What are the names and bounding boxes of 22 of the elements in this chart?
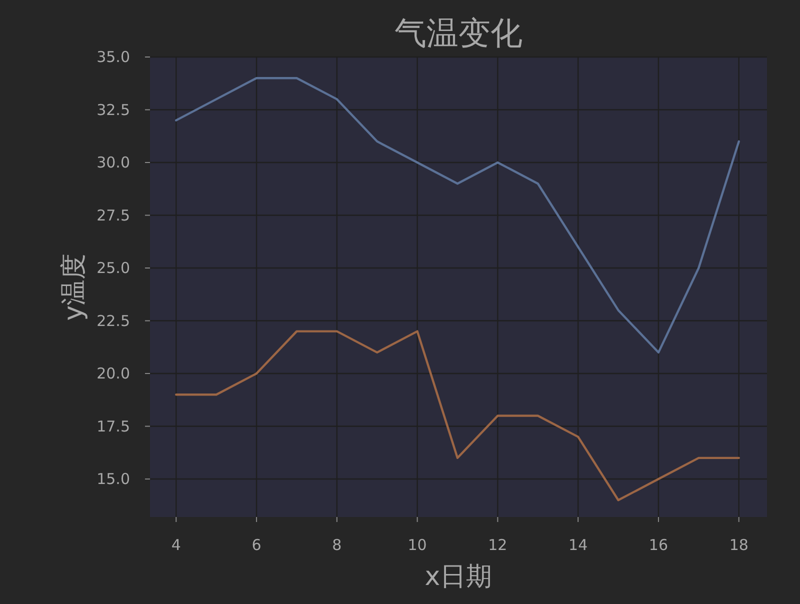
y-axis-title: y温度: [59, 253, 89, 321]
x-axis-title: x日期: [424, 562, 492, 592]
y-tick-label: 25.0: [96, 259, 130, 278]
y-tick-label: 27.5: [96, 206, 130, 224]
x-tick-label: 8: [332, 536, 342, 554]
y-tick-label: 30.0: [96, 154, 130, 172]
x-tick-label: 14: [568, 536, 588, 554]
y-tick-label: 20.0: [96, 364, 130, 383]
y-tick-label: 17.5: [96, 417, 130, 436]
x-tick-label: 16: [648, 536, 668, 554]
y-tick-label: 22.5: [96, 312, 130, 330]
line-series: [175, 77, 740, 354]
x-tick-label: 18: [729, 536, 748, 554]
y-tick-label: 32.5: [96, 100, 130, 119]
y-tick-label: 15.0: [96, 470, 130, 488]
chart-title: 气温变化: [394, 14, 522, 52]
x-tick-label: 10: [408, 536, 427, 554]
line-series: [175, 330, 740, 502]
x-tick-label: 4: [171, 536, 181, 554]
x-tick-label: 6: [252, 536, 262, 554]
x-tick-label: 12: [488, 536, 508, 554]
y-tick-label: 35.0: [96, 48, 130, 66]
